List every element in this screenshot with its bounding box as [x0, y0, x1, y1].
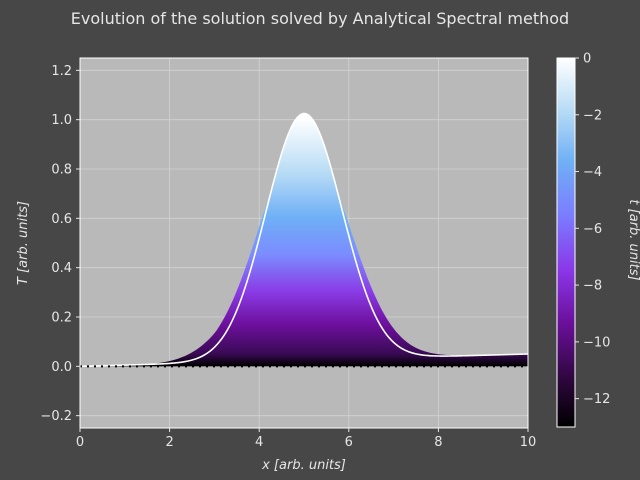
x-tick-label: 2 — [165, 435, 173, 450]
y-tick-label: 0.4 — [51, 261, 72, 276]
x-tick-label: 0 — [76, 435, 84, 450]
colorbar-tick-label: −10 — [583, 335, 610, 350]
initial-condition-curve — [80, 112, 528, 368]
y-tick-label: 0.2 — [51, 311, 72, 326]
y-tick-label: 1.2 — [51, 64, 72, 79]
y-tick-label: −0.2 — [40, 409, 72, 424]
colorbar-tick-label: −2 — [583, 108, 602, 123]
colorbar-tick-label: −4 — [583, 165, 602, 180]
x-axis-ticks: 0 2 4 6 8 10 — [76, 428, 536, 450]
x-tick-label: 8 — [434, 435, 442, 450]
colorbar — [556, 57, 576, 428]
colorbar-tick-label: −12 — [583, 392, 610, 407]
colorbar-tick-label: −8 — [583, 279, 602, 294]
y-tick-label: 0.0 — [51, 360, 72, 375]
colorbar-label: t [arb. units] — [626, 199, 640, 280]
y-axis-label: T [arb. units] — [16, 201, 31, 285]
chart-title: Evolution of the solution solved by Anal… — [71, 9, 569, 28]
y-axis-ticks: −0.2 0.0 0.2 0.4 0.6 0.8 1.0 1.2 — [40, 64, 80, 424]
x-tick-label: 10 — [520, 435, 537, 450]
solution-envelope-area — [80, 113, 528, 367]
x-tick-label: 6 — [345, 435, 353, 450]
x-tick-label: 4 — [255, 435, 263, 450]
plot-frame — [79, 57, 529, 429]
y-tick-label: 0.6 — [51, 212, 72, 227]
colorbar-ticks: 0 −2 −4 −6 −8 −10 −12 — [575, 52, 610, 407]
x-axis-label: x [arb. units] — [261, 458, 346, 473]
y-tick-label: 0.8 — [51, 163, 72, 178]
y-tick-label: 1.0 — [51, 113, 72, 128]
colorbar-tick-label: 0 — [583, 52, 591, 67]
colorbar-tick-label: −6 — [583, 222, 602, 237]
